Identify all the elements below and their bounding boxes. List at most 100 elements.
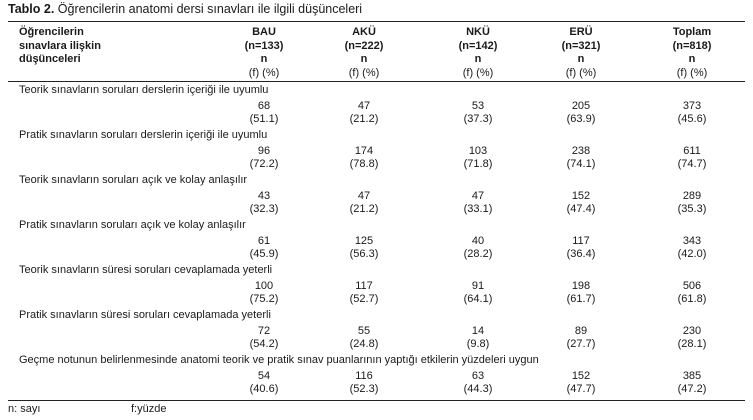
- row-label: Teorik sınavların soruları açık ve kolay…: [19, 174, 248, 186]
- column-header: NKÜ (n=142) n (f) (%): [438, 26, 518, 80]
- column-header-name: ERÜ: [569, 26, 593, 38]
- count-cell: 72: [257, 325, 271, 337]
- percent-cell: (74.1): [566, 158, 596, 170]
- percent-cell: (9.8): [466, 338, 490, 350]
- percent-cell: (47.4): [566, 203, 596, 215]
- column-header-n-label: n: [577, 53, 585, 65]
- percent-cell: (61.8): [677, 293, 707, 305]
- percent-cell: (51.1): [249, 113, 279, 125]
- percent-cell: (27.7): [566, 338, 596, 350]
- percent-cell: (42.0): [677, 248, 707, 260]
- percent-cell: (72.2): [249, 158, 279, 170]
- percent-cell: (44.3): [463, 383, 493, 395]
- column-header-f-label: (f) (%): [348, 66, 380, 79]
- row-label: Geçme notunun belirlenmesinde anatomi te…: [19, 354, 539, 366]
- column-header-n: (n=818): [672, 39, 712, 52]
- column-header-name: AKÜ: [352, 26, 376, 38]
- count-cell: 611: [683, 145, 701, 157]
- row-label: Teorik sınavların soruları derslerin içe…: [19, 84, 269, 96]
- count-cell: 61: [257, 235, 271, 247]
- column-header-n-label: n: [260, 53, 268, 65]
- column-header-f-label: (f) (%): [565, 66, 597, 79]
- percent-cell: (63.9): [566, 113, 596, 125]
- percent-cell: (52.7): [349, 293, 379, 305]
- header-label-line: düşünceleri: [19, 53, 81, 65]
- table-number: Tablo 2.: [8, 2, 55, 16]
- column-header-n-label: n: [360, 53, 368, 65]
- column-header-n: (n=142): [458, 39, 498, 52]
- count-cell: 205: [571, 100, 591, 112]
- footnote-f: f:yüzde: [131, 403, 167, 415]
- column-header-f-label: (f) (%): [676, 66, 708, 79]
- header-label-line: sınavlara ilişkin: [19, 39, 101, 52]
- count-cell: 55: [357, 325, 371, 337]
- count-cell: 89: [574, 325, 588, 337]
- column-header-n-label: n: [474, 53, 482, 65]
- percent-cell: (61.7): [566, 293, 596, 305]
- count-cell: 117: [355, 280, 373, 292]
- header-label-line: Öğrencilerin: [19, 26, 84, 38]
- count-cell: 343: [682, 235, 702, 247]
- count-cell: 53: [471, 100, 485, 112]
- column-header-name: NKÜ: [466, 26, 490, 38]
- percent-cell: (45.9): [249, 248, 279, 260]
- count-cell: 506: [682, 280, 702, 292]
- percent-cell: (52.3): [349, 383, 379, 395]
- count-cell: 63: [471, 370, 485, 382]
- percent-cell: (64.1): [463, 293, 493, 305]
- percent-cell: (37.3): [463, 113, 493, 125]
- count-cell: 174: [354, 145, 374, 157]
- count-cell: 373: [682, 100, 702, 112]
- percent-cell: (33.1): [463, 203, 493, 215]
- percent-cell: (71.8): [463, 158, 493, 170]
- count-cell: 117: [572, 235, 590, 247]
- count-cell: 47: [357, 190, 371, 202]
- row-label: Pratik sınavların soruları derslerin içe…: [19, 129, 268, 141]
- percent-cell: (56.3): [349, 248, 379, 260]
- row-label: Teorik sınavların süresi soruları cevapl…: [19, 264, 273, 276]
- count-cell: 40: [471, 235, 485, 247]
- percent-cell: (75.2): [249, 293, 279, 305]
- header-rule: [8, 81, 745, 82]
- column-header-n: (n=321): [561, 39, 601, 52]
- count-cell: 289: [682, 190, 702, 202]
- percent-cell: (40.6): [249, 383, 279, 395]
- count-cell: 43: [257, 190, 271, 202]
- column-header-name: BAU: [252, 26, 276, 38]
- footnote-n: n: sayı: [8, 403, 41, 415]
- column-header: AKÜ (n=222) n (f) (%): [324, 26, 404, 80]
- table-title: Öğrencilerin anatomi dersi sınavları ile…: [54, 2, 363, 16]
- column-header-name: Toplam: [672, 26, 712, 38]
- count-cell: 116: [355, 370, 373, 382]
- column-header-f-label: (f) (%): [248, 66, 280, 79]
- count-cell: 152: [571, 190, 591, 202]
- column-header-n: (n=222): [344, 39, 384, 52]
- percent-cell: (32.3): [249, 203, 279, 215]
- percent-cell: (21.2): [349, 203, 379, 215]
- row-label: Pratik sınavların süresi soruları cevapl…: [19, 309, 271, 321]
- count-cell: 47: [357, 100, 371, 112]
- column-header: Toplam (n=818) n (f) (%): [652, 26, 732, 80]
- count-cell: 103: [468, 145, 488, 157]
- bottom-rule: [8, 400, 745, 401]
- column-header-n-label: n: [688, 53, 696, 65]
- row-label: Pratik sınavların soruları açık ve kolay…: [19, 219, 246, 231]
- count-cell: 47: [471, 190, 485, 202]
- count-cell: 96: [257, 145, 271, 157]
- count-cell: 91: [471, 280, 485, 292]
- percent-cell: (28.2): [463, 248, 493, 260]
- count-cell: 152: [571, 370, 591, 382]
- count-cell: 230: [682, 325, 702, 337]
- percent-cell: (78.8): [349, 158, 379, 170]
- percent-cell: (24.8): [349, 338, 379, 350]
- column-header-n: (n=133): [244, 39, 284, 52]
- count-cell: 14: [471, 325, 485, 337]
- column-header-f-label: (f) (%): [462, 66, 494, 79]
- percent-cell: (45.6): [677, 113, 707, 125]
- percent-cell: (28.1): [677, 338, 707, 350]
- table-caption: Tablo 2. Öğrencilerin anatomi dersi sına…: [8, 2, 362, 16]
- percent-cell: (36.4): [566, 248, 596, 260]
- top-rule: [8, 21, 745, 22]
- count-cell: 385: [682, 370, 702, 382]
- column-header: BAU (n=133) n (f) (%): [224, 26, 304, 80]
